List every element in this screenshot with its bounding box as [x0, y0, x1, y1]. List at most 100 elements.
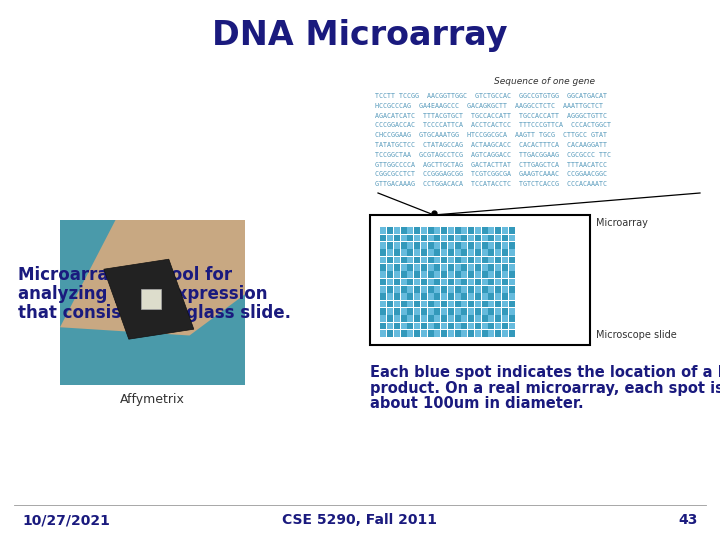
Bar — [400, 301, 407, 307]
Bar — [441, 322, 447, 329]
Polygon shape — [141, 289, 161, 309]
Bar — [408, 322, 413, 329]
Bar — [414, 308, 420, 315]
Bar — [428, 264, 433, 271]
Bar — [508, 322, 515, 329]
Bar — [502, 264, 508, 271]
Bar — [420, 271, 427, 278]
Bar — [468, 293, 474, 300]
Bar — [482, 330, 487, 337]
Bar — [428, 249, 433, 256]
Bar — [488, 271, 495, 278]
Bar — [448, 242, 454, 249]
Bar — [387, 227, 393, 234]
Bar — [448, 286, 454, 293]
Bar — [428, 308, 433, 315]
Bar — [380, 279, 387, 285]
Bar — [462, 315, 467, 322]
Bar — [428, 256, 433, 264]
Bar — [420, 235, 427, 241]
Bar — [495, 271, 501, 278]
Bar — [434, 293, 441, 300]
Bar — [441, 330, 447, 337]
Bar — [408, 227, 413, 234]
Bar — [441, 286, 447, 293]
Bar — [414, 301, 420, 307]
Bar — [387, 249, 393, 256]
Bar — [502, 286, 508, 293]
Bar — [448, 271, 454, 278]
Bar — [462, 279, 467, 285]
Bar — [387, 279, 393, 285]
Bar — [441, 271, 447, 278]
Bar — [400, 242, 407, 249]
Bar — [474, 227, 481, 234]
Bar — [474, 315, 481, 322]
Bar — [394, 293, 400, 300]
Bar — [387, 286, 393, 293]
Bar — [474, 256, 481, 264]
Bar — [462, 264, 467, 271]
Bar — [474, 286, 481, 293]
Bar — [400, 330, 407, 337]
Bar — [414, 235, 420, 241]
Bar — [428, 322, 433, 329]
Bar — [502, 322, 508, 329]
Bar — [474, 301, 481, 307]
Text: GTTGACAAAG  CCTGGACACA  TCCATACCTC  TGTCTCACCG  CCCACAAATC: GTTGACAAAG CCTGGACACA TCCATACCTC TGTCTCA… — [375, 181, 607, 187]
Bar — [482, 279, 487, 285]
Text: TATATGCTCC  CTATAGCCAG  ACTAAGCACC  CACACTTTCA  CACAAGGATT: TATATGCTCC CTATAGCCAG ACTAAGCACC CACACTT… — [375, 142, 607, 148]
Bar — [387, 293, 393, 300]
Bar — [468, 315, 474, 322]
Bar — [394, 264, 400, 271]
Bar — [468, 286, 474, 293]
Bar — [441, 301, 447, 307]
Bar — [448, 235, 454, 241]
Bar — [400, 271, 407, 278]
Bar — [394, 286, 400, 293]
Bar — [380, 227, 387, 234]
Text: TCCTT TCCGG  AACGGTTGGC  GTCTGCCAC  GGCCGTGTGG  GGCATGACAT: TCCTT TCCGG AACGGTTGGC GTCTGCCAC GGCCGTG… — [375, 93, 607, 99]
Bar — [408, 279, 413, 285]
Bar — [468, 330, 474, 337]
Bar — [400, 322, 407, 329]
Bar — [462, 308, 467, 315]
Bar — [387, 271, 393, 278]
Bar — [420, 279, 427, 285]
Bar — [482, 315, 487, 322]
Bar — [502, 315, 508, 322]
Bar — [434, 235, 441, 241]
Bar — [474, 242, 481, 249]
Bar — [495, 227, 501, 234]
Bar — [495, 279, 501, 285]
Bar — [474, 235, 481, 241]
Bar — [434, 249, 441, 256]
Bar — [454, 301, 461, 307]
Text: Microarray: Microarray — [596, 218, 648, 228]
Text: AGACATCATC  TTTACGTGCT  TGCCACCATT  TGCCACCATT  AGGGCTGTTC: AGACATCATC TTTACGTGCT TGCCACCATT TGCCACC… — [375, 113, 607, 119]
Bar — [400, 235, 407, 241]
Bar — [394, 279, 400, 285]
Bar — [462, 242, 467, 249]
Bar — [468, 249, 474, 256]
Bar — [468, 279, 474, 285]
Bar — [448, 264, 454, 271]
Bar — [474, 322, 481, 329]
Bar — [420, 227, 427, 234]
Bar — [441, 249, 447, 256]
Bar — [495, 256, 501, 264]
Bar — [454, 256, 461, 264]
Bar — [462, 235, 467, 241]
Bar — [454, 293, 461, 300]
Bar — [387, 256, 393, 264]
Bar — [394, 249, 400, 256]
Bar — [387, 242, 393, 249]
Polygon shape — [60, 220, 245, 335]
Bar — [370, 215, 590, 345]
Bar — [394, 330, 400, 337]
Bar — [414, 279, 420, 285]
Bar — [482, 256, 487, 264]
Bar — [394, 256, 400, 264]
Bar — [400, 308, 407, 315]
Bar — [495, 264, 501, 271]
